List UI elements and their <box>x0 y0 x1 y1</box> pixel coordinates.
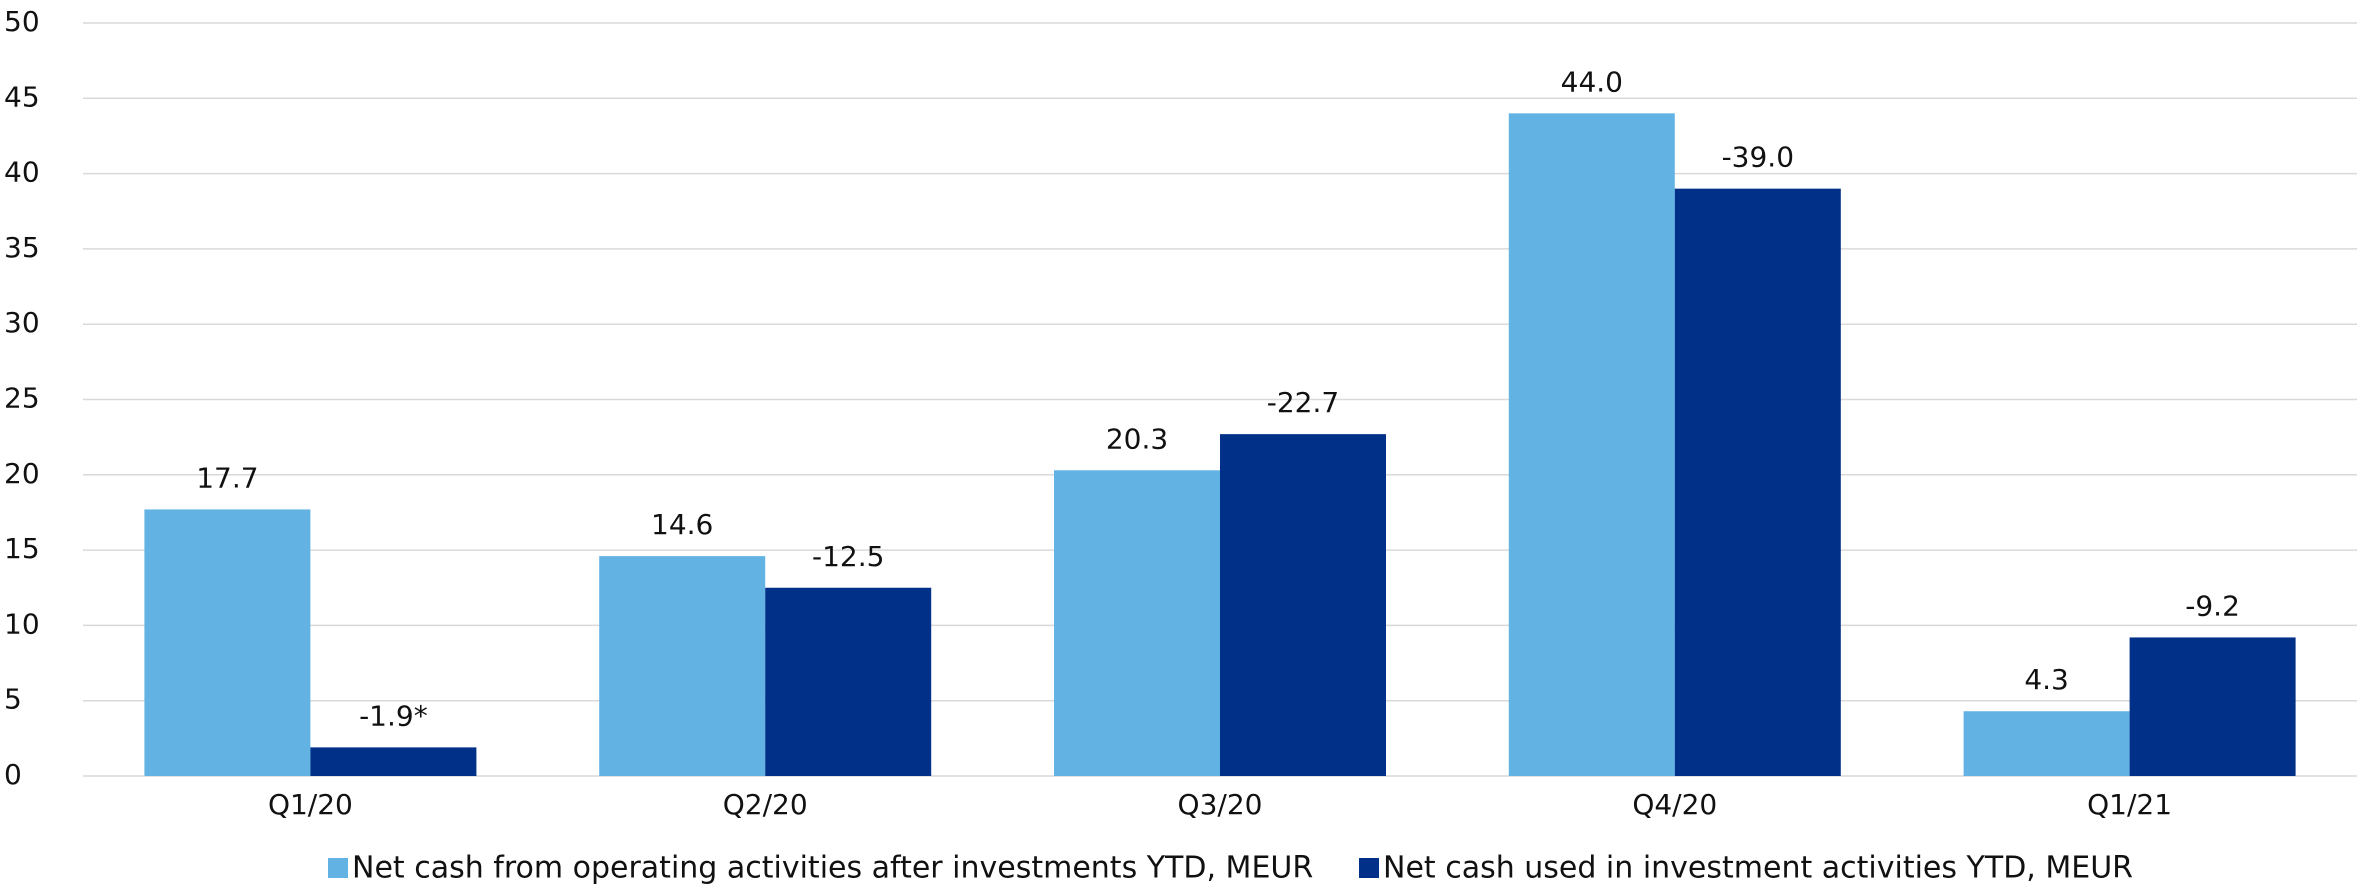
x-tick-label: Q4/20 <box>1632 788 1717 821</box>
legend-swatch <box>328 858 348 878</box>
bar <box>2129 637 2296 776</box>
value-label: 17.7 <box>196 461 258 494</box>
y-tick-label: 40 <box>4 156 40 189</box>
x-tick-label: Q1/21 <box>2087 788 2172 821</box>
value-label: 4.3 <box>2024 663 2069 696</box>
value-label: 14.6 <box>651 508 713 541</box>
value-label: -22.7 <box>1267 386 1339 419</box>
value-label: -12.5 <box>812 540 884 573</box>
y-tick-label: 20 <box>4 457 40 490</box>
value-label: 20.3 <box>1106 422 1168 455</box>
bar <box>310 747 477 776</box>
y-tick-label: 25 <box>4 382 40 415</box>
value-label: -1.9* <box>359 699 428 732</box>
bar <box>599 556 766 776</box>
bar <box>1508 113 1675 777</box>
bar <box>765 587 932 776</box>
bar <box>1220 434 1386 776</box>
y-tick-label: 35 <box>4 231 40 264</box>
bar <box>1674 188 1841 776</box>
y-tick-label: 5 <box>4 683 22 716</box>
legend-label: Net cash from operating activities after… <box>352 851 1313 884</box>
bar <box>144 509 311 776</box>
bar <box>1963 711 2130 776</box>
y-tick-label: 0 <box>4 758 22 791</box>
x-tick-label: Q2/20 <box>723 788 808 821</box>
value-label: 44.0 <box>1561 65 1623 98</box>
y-tick-label: 50 <box>4 5 40 38</box>
bar <box>1054 470 1220 776</box>
value-label: -39.0 <box>1722 141 1794 174</box>
y-tick-label: 15 <box>4 532 40 565</box>
legend-label: Net cash used in investment activities Y… <box>1383 851 2133 884</box>
y-tick-label: 30 <box>4 306 40 339</box>
legend-swatch <box>1359 858 1379 878</box>
x-tick-label: Q3/20 <box>1178 788 1263 821</box>
value-label: -9.2 <box>2185 589 2240 622</box>
y-tick-label: 45 <box>4 80 40 113</box>
x-tick-label: Q1/20 <box>268 788 353 821</box>
y-tick-label: 10 <box>4 607 40 640</box>
